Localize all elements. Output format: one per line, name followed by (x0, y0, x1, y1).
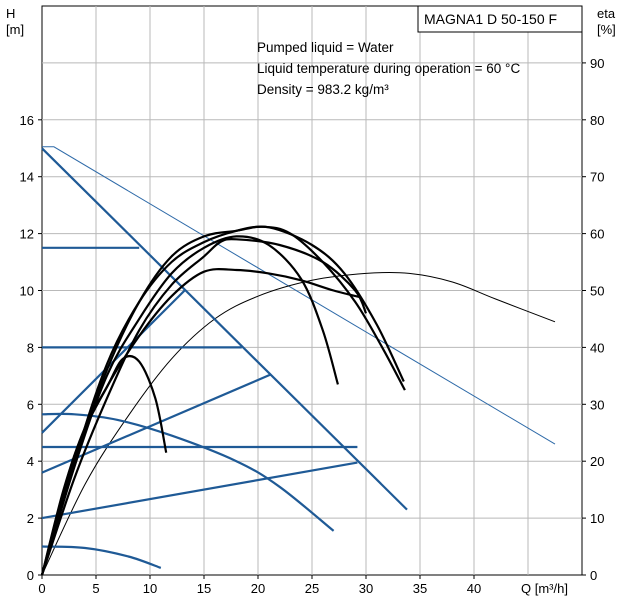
x-tick-label: 10 (143, 581, 157, 596)
y-left-tick-label: 6 (27, 397, 34, 412)
y-left-tick-label: 4 (27, 454, 34, 469)
pump-head-curve (41, 147, 408, 511)
series-layer (40, 146, 556, 576)
note-liquid: Pumped liquid = Water (257, 40, 394, 55)
y-right-tick-label: 20 (590, 454, 604, 469)
x-tick-label: 0 (38, 581, 45, 596)
efficiency-curve (40, 225, 405, 576)
x-axis-title: Q [m³/h] (521, 581, 568, 596)
efficiency-curve (40, 225, 406, 576)
y-right-tick-label: 80 (590, 113, 604, 128)
y-right-tick-label: 10 (590, 511, 604, 526)
y-right-title-line2: [%] (597, 22, 616, 37)
y-left-title-line2: [m] (6, 22, 24, 37)
pump-head-curve (41, 545, 162, 569)
y-left-title-line1: H (6, 6, 15, 21)
efficiency-curve (40, 235, 339, 576)
x-tick-label: 35 (413, 581, 427, 596)
envelope-line (42, 146, 556, 445)
y-left-tick-label: 12 (20, 227, 34, 242)
y-right-tick-label: 0 (590, 568, 597, 583)
y-left-tick-label: 14 (20, 170, 34, 185)
y-right-tick-label: 90 (590, 56, 604, 71)
efficiency-curve (40, 238, 368, 576)
y-right-tick-label: 40 (590, 340, 604, 355)
x-tick-label: 5 (92, 581, 99, 596)
y-left-tick-label: 8 (27, 340, 34, 355)
y-right-tick-label: 70 (590, 170, 604, 185)
model-label: MAGNA1 D 50-150 F (424, 11, 557, 27)
y-right-tick-label: 60 (590, 227, 604, 242)
x-tick-label: 30 (359, 581, 373, 596)
y-left-ticks: 0 2 4 6 8 10 12 14 16 (20, 113, 42, 583)
note-density: Density = 983.2 kg/m³ (257, 82, 389, 97)
y-right-tick-label: 30 (590, 397, 604, 412)
y-right-title-line1: eta (597, 6, 616, 21)
y-left-tick-label: 0 (27, 568, 34, 583)
y-left-tick-label: 16 (20, 113, 34, 128)
y-left-tick-label: 2 (27, 511, 34, 526)
y-right-tick-label: 50 (590, 284, 604, 299)
x-tick-label: 15 (197, 581, 211, 596)
pump-head-curve (41, 373, 272, 474)
note-temperature: Liquid temperature during operation = 60… (257, 61, 520, 76)
model-label-box (417, 5, 583, 33)
x-tick-label: 20 (251, 581, 265, 596)
pump-head-curve (41, 461, 358, 520)
y-left-tick-label: 10 (20, 284, 34, 299)
x-tick-label: 40 (467, 581, 481, 596)
pump-head-curve (41, 412, 335, 532)
x-tick-label: 25 (305, 581, 319, 596)
x-axis-ticks: 0 5 10 15 20 25 30 35 40 (38, 575, 481, 596)
y-right-ticks: 0 10 20 30 40 50 60 70 80 90 (582, 56, 604, 583)
system-efficiency-curve (41, 271, 556, 576)
